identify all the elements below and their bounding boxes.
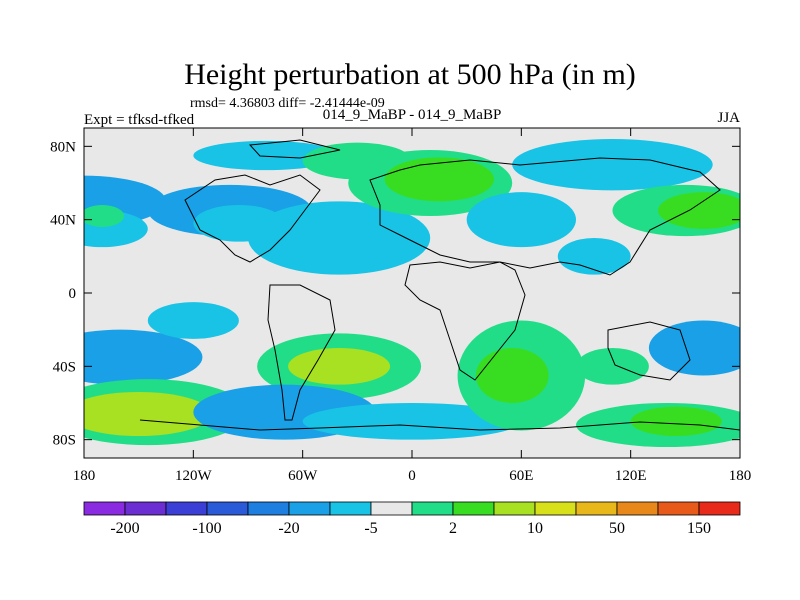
coastline-3: [404, 261, 526, 381]
right-label: JJA: [717, 110, 740, 126]
anomaly-region-20: [302, 403, 522, 440]
colorbar-label: 10: [527, 520, 543, 537]
anomaly-region-12: [658, 192, 740, 229]
anomaly-region-24: [648, 320, 740, 376]
y-tick-label: 80N: [50, 139, 76, 155]
coastline-4: [607, 321, 691, 381]
anomaly-region-18: [288, 348, 391, 385]
y-tick-label: 80S: [53, 433, 76, 449]
chart-subtitle: 014_9_MaBP - 014_9_MaBP: [323, 107, 502, 123]
colorbar-label: 2: [449, 520, 457, 537]
colorbar-label: -100: [192, 520, 221, 537]
colorbar-cell: [657, 501, 700, 516]
colorbar-cell: [534, 501, 577, 516]
colorbar: -200 -100 -20 -5 2 10 50 150: [83, 501, 741, 537]
colorbar-cell: [247, 501, 290, 516]
x-tick-label: 180: [73, 468, 96, 484]
axes-layer: 180 120W 60W 0 60E 120E 180 80N 40N 0 40S 80S: [50, 128, 751, 484]
colorbar-label: -200: [110, 520, 139, 537]
anomaly-region-8: [384, 157, 495, 202]
anomaly-region-13: [84, 205, 125, 227]
colorbar-label: -20: [278, 520, 299, 537]
x-tick-label: 60W: [288, 468, 318, 484]
coastline-layer: [139, 139, 740, 431]
coastline-5: [248, 139, 341, 159]
colorbar-label: -5: [364, 520, 377, 537]
anomaly-region-14: [84, 329, 203, 385]
y-tick-label: 40S: [53, 359, 76, 375]
y-tick-label: 0: [69, 286, 77, 302]
coastline-6: [139, 419, 740, 431]
anomaly-region-9: [466, 192, 576, 248]
field-layer: [84, 128, 740, 458]
anomaly-region-16: [84, 392, 212, 436]
left-label: Expt = tfksd-tfked: [84, 112, 195, 128]
anomaly-region-26: [630, 406, 722, 437]
colorbar-cell: [329, 501, 372, 516]
x-tick-label: 60E: [509, 468, 533, 484]
anomaly-region-22: [475, 348, 549, 403]
anomaly-region-27: [147, 302, 239, 339]
colorbar-cell: [493, 501, 536, 516]
anomaly-region-4: [248, 201, 431, 275]
coastline-1: [267, 284, 336, 421]
colorbar-cell: [370, 501, 413, 516]
colorbar-cell: [288, 501, 331, 516]
colorbar-cell: [411, 501, 454, 516]
stats-text: rmsd= 4.36803 diff= -2.41444e-09: [190, 96, 385, 111]
coastline-0: [184, 174, 321, 263]
colorbar-cell: [616, 501, 659, 516]
colorbar-cell: [698, 501, 741, 516]
colorbar-cell: [124, 501, 167, 516]
colorbar-label: 150: [687, 520, 711, 537]
x-tick-label: 120E: [615, 468, 647, 484]
anomaly-region-10: [512, 139, 713, 191]
x-tick-label: 0: [408, 468, 416, 484]
colorbar-cell: [575, 501, 618, 516]
x-tick-label: 120W: [175, 468, 213, 484]
anomaly-region-23: [576, 348, 649, 385]
x-tick-label: 180: [729, 468, 752, 484]
y-tick-label: 40N: [50, 213, 76, 229]
chart-title: Height perturbation at 500 hPa (in m): [184, 58, 636, 91]
coastline-2: [369, 157, 721, 276]
colorbar-cell: [165, 501, 208, 516]
colorbar-cell: [452, 501, 495, 516]
anomaly-region-28: [557, 238, 631, 275]
colorbar-cell: [83, 501, 126, 516]
colorbar-cell: [206, 501, 249, 516]
anomaly-region-5: [193, 140, 340, 171]
colorbar-label: 50: [609, 520, 625, 537]
